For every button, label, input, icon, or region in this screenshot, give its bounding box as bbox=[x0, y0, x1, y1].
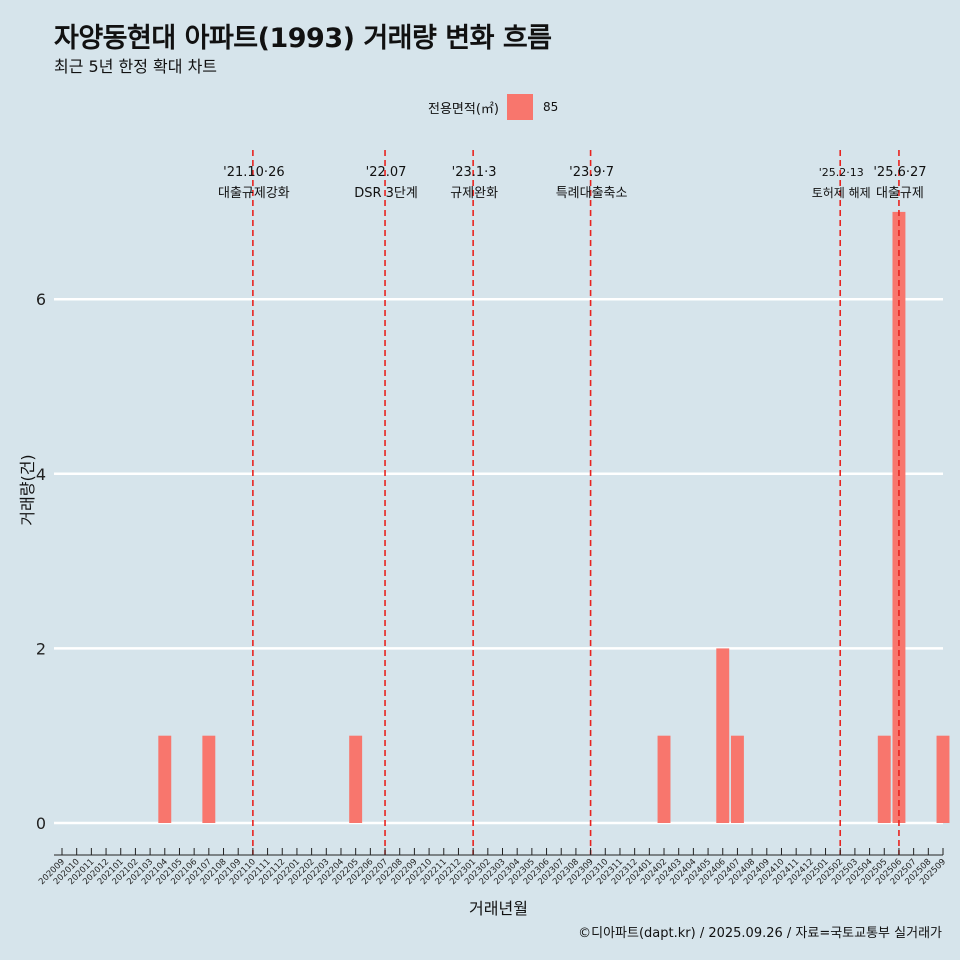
annotation-label: 대출규제강화 bbox=[218, 186, 290, 201]
annotation-date: '21.10·26 bbox=[223, 165, 284, 180]
x-axis-title: 거래년월 bbox=[469, 899, 528, 918]
bar bbox=[716, 648, 730, 823]
legend-entry: 85 bbox=[542, 100, 559, 114]
bar bbox=[936, 735, 950, 823]
legend: 전용면적(㎡) 85 bbox=[428, 94, 558, 120]
bar bbox=[349, 735, 363, 823]
bar bbox=[657, 735, 671, 823]
chart-subtitle: 최근 5년 한정 확대 차트 bbox=[54, 57, 218, 76]
bar bbox=[202, 735, 216, 823]
y-tick-label: 6 bbox=[36, 290, 46, 309]
legend-title: 전용면적(㎡) bbox=[428, 101, 499, 117]
bar bbox=[730, 735, 744, 823]
annotation-label: DSR 3단계 bbox=[354, 186, 418, 201]
annotation-date: '25.2·13 bbox=[819, 166, 864, 179]
bar bbox=[877, 735, 891, 823]
bar bbox=[158, 735, 172, 823]
annotation-date: '25.6·27 bbox=[873, 165, 926, 180]
legend-swatch bbox=[506, 94, 533, 120]
annotation-label: 대출규제 bbox=[876, 186, 924, 201]
annotation-label: 규제완화 bbox=[450, 186, 498, 201]
y-tick-label: 0 bbox=[36, 814, 46, 833]
y-tick-label: 4 bbox=[36, 465, 46, 484]
y-tick-label: 2 bbox=[36, 639, 46, 658]
chart-title: 자양동현대 아파트(1993) 거래량 변화 흐름 bbox=[54, 23, 552, 54]
annotation-label: 토허제 해제 bbox=[812, 186, 871, 200]
y-axis-title: 거래량(건) bbox=[18, 454, 37, 525]
annotation-date: '23.1·3 bbox=[452, 165, 497, 180]
bar bbox=[892, 211, 906, 823]
annotation-label: 특례대출축소 bbox=[556, 186, 628, 201]
annotation-date: '23.9·7 bbox=[569, 165, 614, 180]
annotation-date: '22.07 bbox=[366, 165, 407, 180]
source-caption: ©디아파트(dapt.kr) / 2025.09.26 / 자료=국토교통부 실… bbox=[578, 926, 942, 941]
